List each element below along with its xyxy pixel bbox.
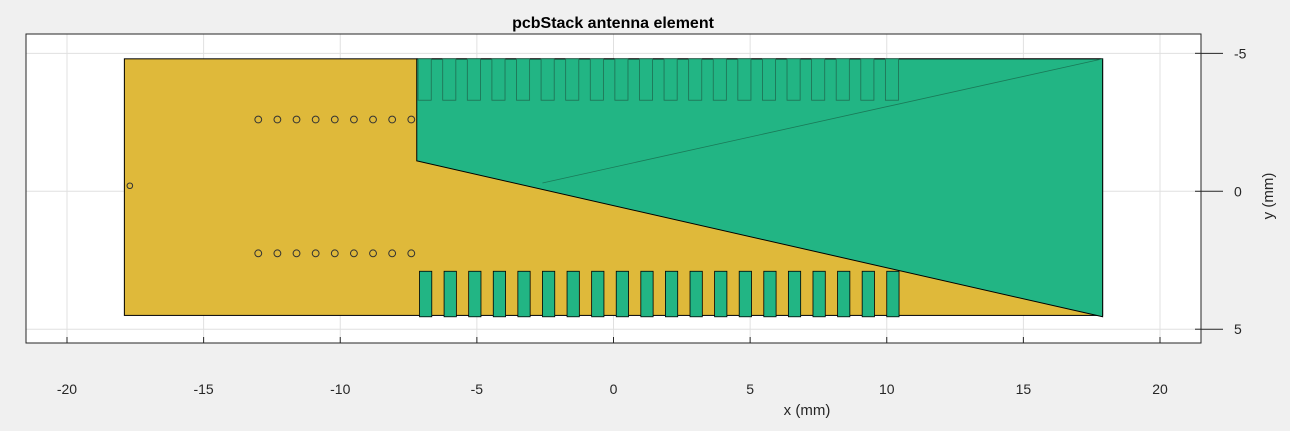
- bottom-stub: [886, 270, 900, 318]
- x-tick-label: 0: [610, 381, 618, 397]
- bottom-stub: [837, 270, 851, 318]
- bottom-stub: [763, 270, 777, 318]
- bottom-stub: [492, 270, 506, 318]
- top-slot: [417, 58, 432, 101]
- via-top: [388, 115, 397, 124]
- top-slot: [540, 58, 555, 101]
- x-tick-label: 20: [1152, 381, 1168, 397]
- bottom-stub: [419, 270, 433, 318]
- top-slot: [786, 58, 801, 101]
- x-tick-label: 15: [1016, 381, 1032, 397]
- via-bottom: [388, 249, 397, 258]
- top-slot: [712, 58, 727, 101]
- via-bottom: [330, 249, 339, 258]
- bottom-stub: [861, 270, 875, 318]
- top-slot: [491, 58, 506, 101]
- x-tick-label: 10: [879, 381, 895, 397]
- bottom-stub: [689, 270, 703, 318]
- x-tick-label: -5: [471, 381, 484, 397]
- via-top: [311, 115, 320, 124]
- bottom-stub: [443, 270, 457, 318]
- y-tick-label: 5: [1234, 321, 1242, 337]
- via-bottom: [350, 249, 358, 258]
- patch-diagonal-edge: [542, 58, 1103, 184]
- via-layer: [126, 115, 416, 258]
- y-tick-label: -5: [1234, 45, 1247, 61]
- top-slot: [516, 58, 531, 101]
- x-tick-label: -10: [330, 381, 350, 397]
- top-slot: [884, 58, 899, 101]
- top-slot: [442, 58, 457, 101]
- bottom-stub: [468, 270, 482, 318]
- top-slot: [614, 58, 629, 101]
- top-slot: [860, 58, 875, 101]
- via-bottom: [407, 249, 416, 258]
- x-tick-label: -20: [57, 381, 77, 397]
- top-slot: [762, 58, 776, 101]
- via-bottom: [369, 249, 377, 258]
- via-bottom: [254, 249, 263, 258]
- via-top: [330, 115, 339, 124]
- bottom-stub: [787, 270, 802, 318]
- via-bottom: [292, 249, 301, 258]
- via-top: [350, 115, 358, 124]
- metal-layer: [416, 58, 1104, 318]
- x-tick-label: -15: [193, 381, 213, 397]
- top-slot: [663, 58, 678, 101]
- top-slot: [811, 58, 826, 101]
- bottom-stub: [738, 270, 752, 318]
- via-top: [292, 115, 301, 124]
- axis-ticks: -20 -15 -10 -5 0 5 10 15 20 -5 0 5: [57, 45, 1247, 397]
- via-top: [369, 115, 377, 124]
- x-axis-label: x (mm): [784, 402, 831, 419]
- via-top: [254, 115, 263, 124]
- chart-title: pcbStack antenna element: [512, 15, 715, 32]
- bottom-stub: [591, 270, 605, 318]
- bottom-stub: [542, 270, 556, 318]
- bottom-stub: [566, 270, 580, 318]
- y-tick-label: 0: [1234, 183, 1242, 199]
- bottom-stub: [812, 270, 826, 318]
- bottom-stub: [615, 270, 629, 318]
- via-top: [407, 115, 416, 124]
- bottom-stub: [714, 270, 728, 318]
- top-slot: [565, 58, 580, 101]
- via-bottom: [311, 249, 320, 258]
- y-axis-label: y (mm): [1260, 173, 1277, 220]
- bottom-stub: [640, 270, 654, 318]
- x-tick-label: 5: [746, 381, 754, 397]
- top-slot: [737, 58, 752, 101]
- bottom-stub: [517, 270, 531, 318]
- top-slot: [466, 58, 481, 101]
- feed-via: [126, 182, 134, 190]
- via-top: [273, 115, 282, 124]
- top-slot: [835, 58, 850, 101]
- top-slot: [639, 58, 653, 101]
- via-bottom: [273, 249, 282, 258]
- bottom-stub: [665, 270, 679, 318]
- top-slot: [688, 58, 703, 101]
- top-slot: [589, 58, 604, 101]
